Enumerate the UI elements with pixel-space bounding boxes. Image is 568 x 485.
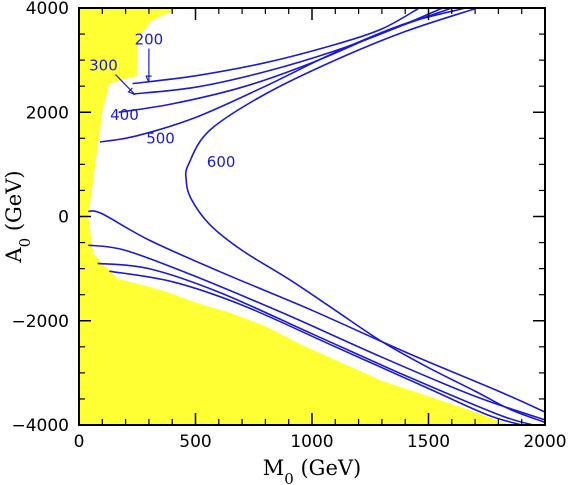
contour-line-400	[118, 8, 453, 114]
y-tick-label: −4000	[11, 416, 69, 436]
contour-label-600: 600	[207, 153, 236, 171]
x-tick-label: 500	[179, 432, 211, 452]
contour-label-200: 200	[135, 30, 164, 48]
contour-line-unlabeled-5	[88, 210, 545, 413]
label-arrowhead-300	[127, 87, 136, 96]
excluded-region	[79, 8, 511, 425]
contour-line-600	[184, 8, 545, 424]
x-axis: 0 500 1000 1500 2000	[74, 8, 567, 452]
contour-label-300: 300	[89, 57, 118, 75]
x-tick-label: 1500	[407, 432, 450, 452]
x-tick-label: 0	[74, 432, 85, 452]
y-tick-label: −2000	[11, 312, 69, 332]
contour-labels: 200 300 400 500 600	[89, 30, 235, 170]
contour-label-500: 500	[146, 130, 175, 148]
contour-line-200	[132, 8, 420, 85]
contour-line-unlabeled-7	[97, 262, 534, 425]
x-tick-label: 1000	[290, 432, 333, 452]
contour-lines	[88, 8, 545, 425]
contour-line-unlabeled-6	[88, 244, 545, 421]
y-tick-label: 0	[58, 208, 69, 228]
contour-line-500	[99, 8, 466, 143]
x-tick-label: 2000	[523, 432, 566, 452]
label-arrowhead-200	[145, 75, 152, 83]
label-arrow-300	[115, 74, 136, 95]
contour-line-unlabeled-8	[109, 270, 522, 425]
y-tick-label: 2000	[26, 103, 69, 123]
y-axis: −4000 −2000 0 2000 4000	[11, 0, 545, 436]
y-tick-label: 4000	[26, 0, 69, 19]
x-axis-title: M0 (GeV)	[263, 456, 362, 485]
plot-area: 200 300 400 500 600	[79, 8, 545, 425]
y-axis-title: A0 (GeV)	[2, 170, 34, 263]
contour-label-400: 400	[110, 106, 139, 124]
